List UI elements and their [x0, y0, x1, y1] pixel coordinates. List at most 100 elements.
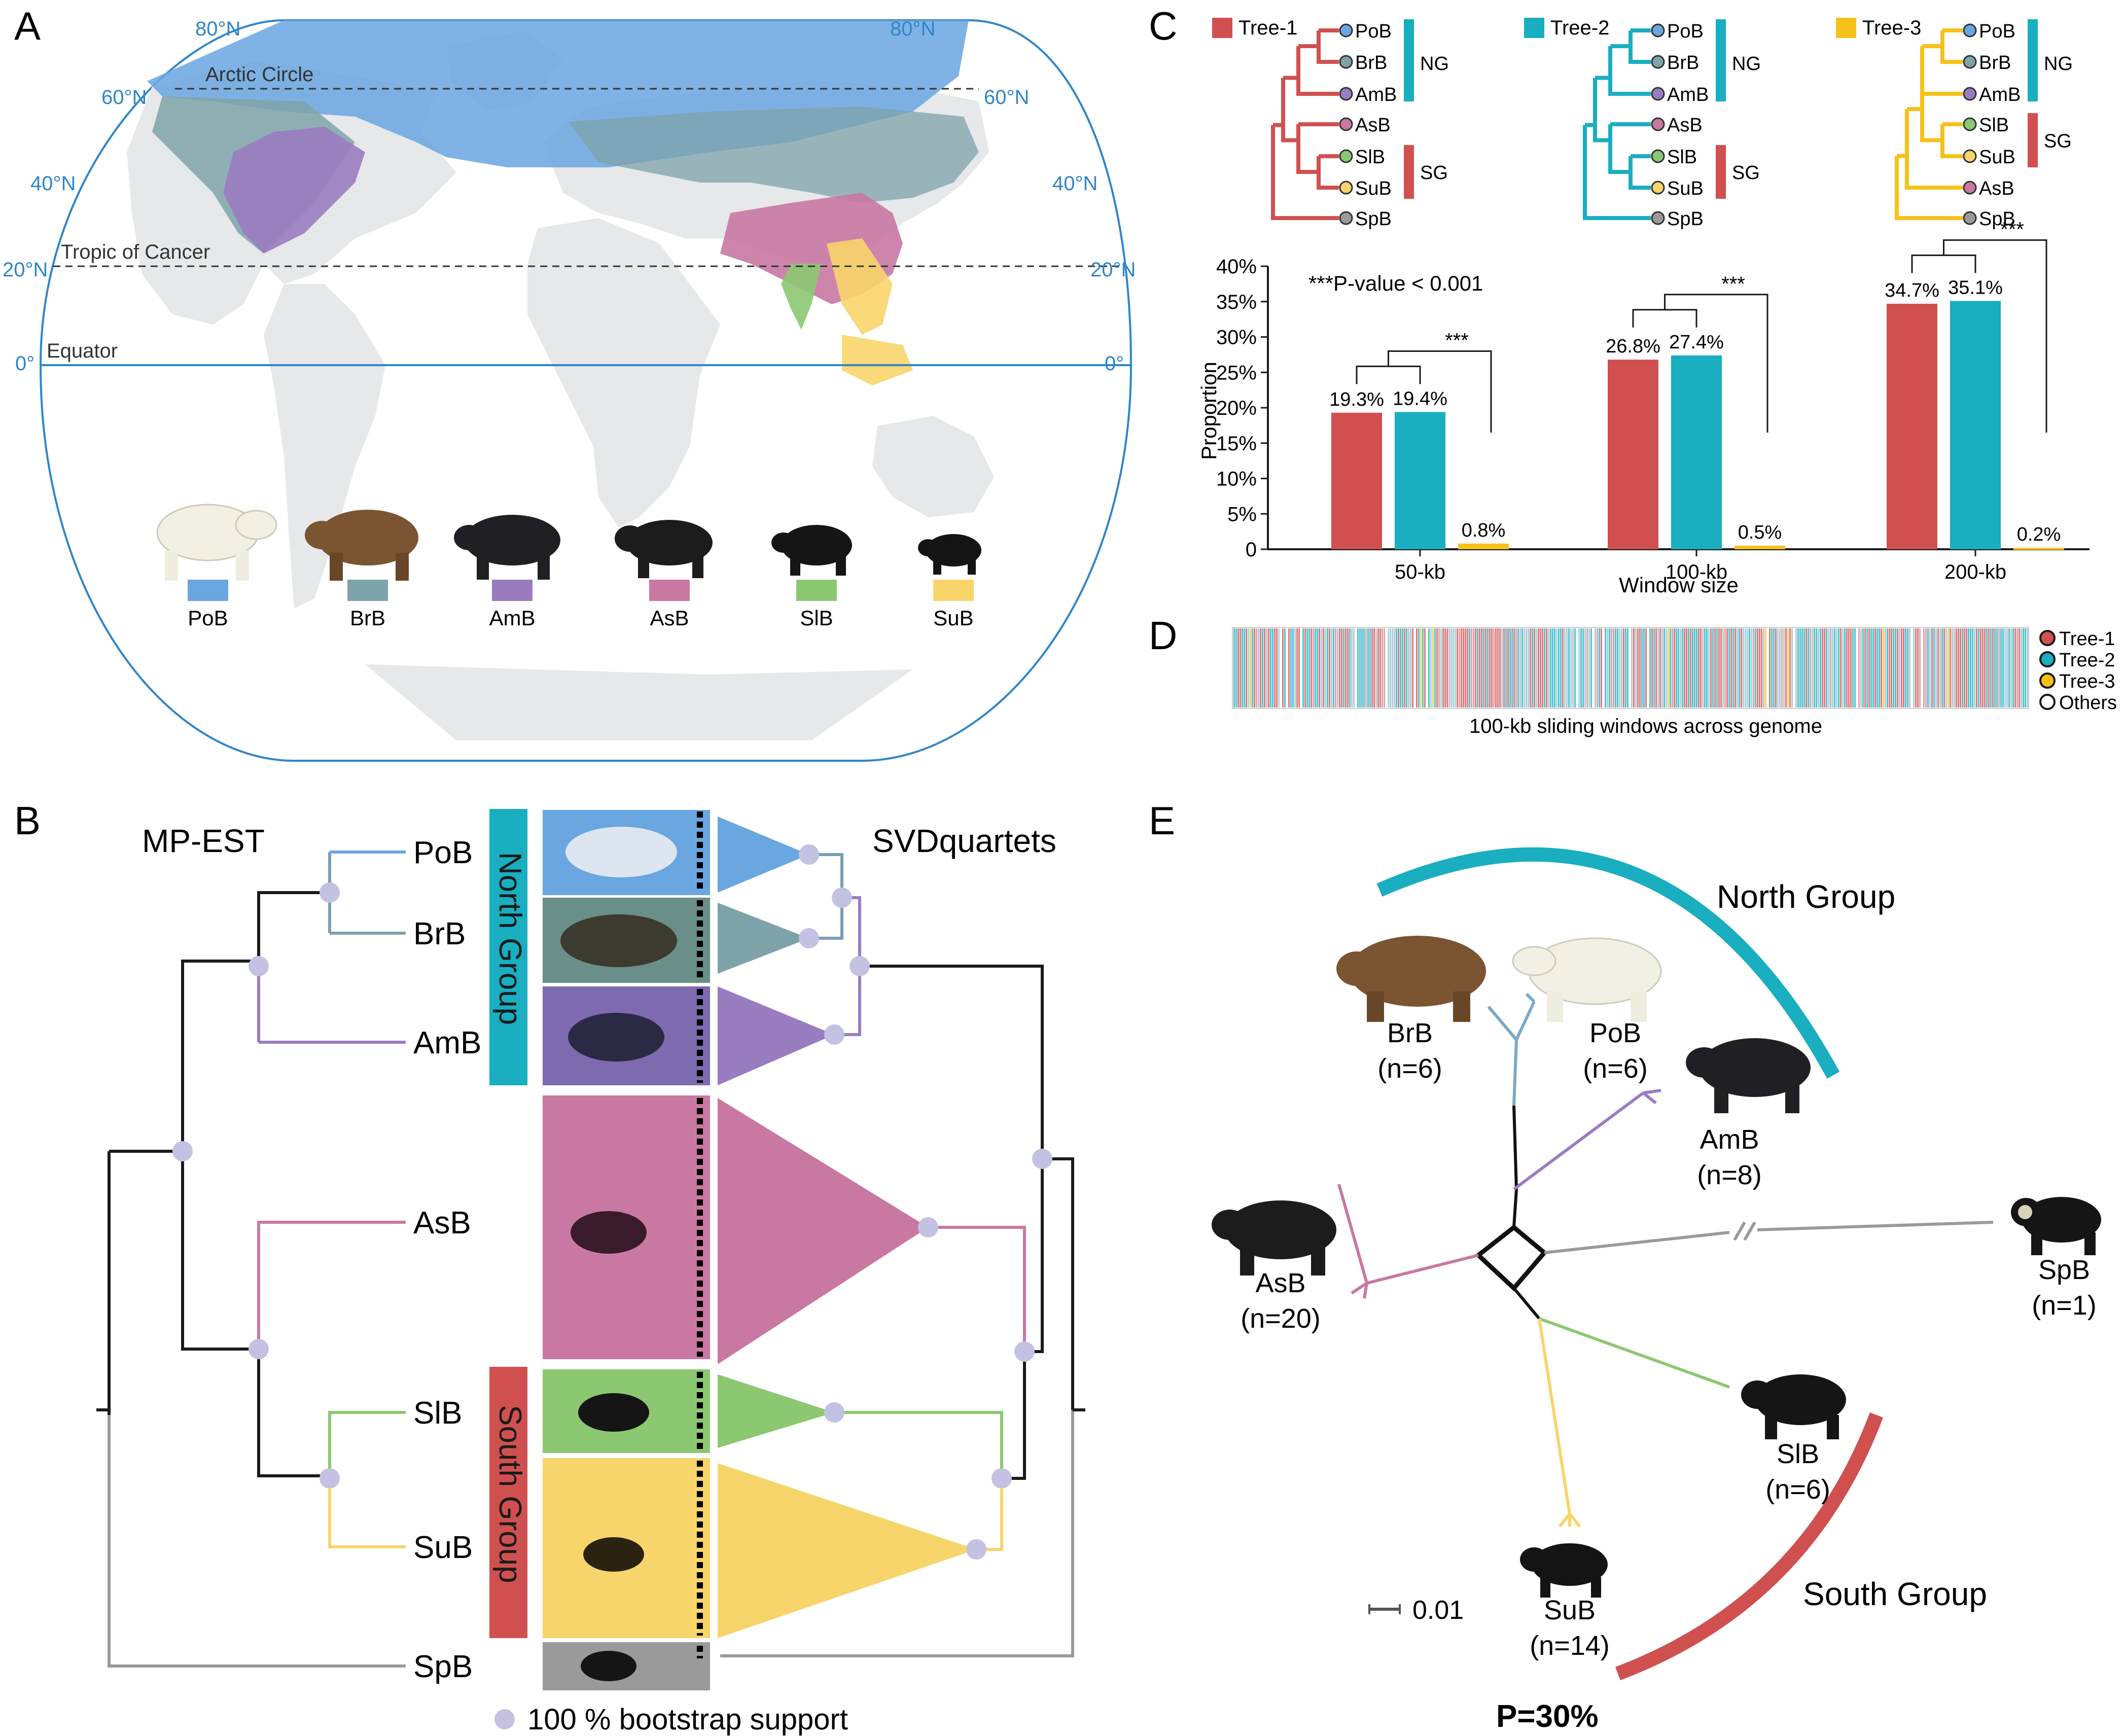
panel-b-letter: B: [14, 798, 41, 843]
lat-60n-left: 60°N: [101, 86, 147, 109]
genome-window: [1282, 628, 1284, 707]
svdquartets-title: SVDquartets: [872, 823, 1056, 859]
genome-window: [1617, 628, 1618, 707]
genome-window: [1704, 628, 1706, 707]
genome-window: [1335, 628, 1336, 707]
bear-icon-pob-e: [1512, 937, 1662, 1022]
panel-c-letter: C: [1149, 4, 1177, 48]
genome-window: [1568, 628, 1570, 707]
genome-window: [1250, 628, 1251, 707]
genome-window: [2006, 628, 2008, 707]
genome-window: [1463, 628, 1464, 707]
genome-window: [1893, 628, 1894, 707]
genome-window: [1560, 628, 1562, 707]
genome-window: [1564, 628, 1566, 707]
genome-window: [1672, 628, 1673, 707]
legend-swatch-slb: [796, 580, 837, 601]
genome-window: [1925, 628, 1927, 707]
genome-window: [1286, 628, 1288, 707]
genome-window: [1272, 628, 1273, 707]
p-value-label: P=30%: [1496, 1699, 1599, 1734]
taxon-label-asb: AsB: [413, 1206, 471, 1241]
ng-label: NG: [1732, 53, 1761, 75]
genome-window: [1887, 628, 1888, 707]
genome-window: [1737, 628, 1738, 707]
genome-window: [1294, 628, 1296, 707]
mp-est-title: MP-EST: [142, 823, 265, 859]
tip-dot-slb: [1339, 149, 1353, 163]
panel-d: D 100-kb sliding windows across genome T…: [1149, 613, 2117, 737]
genome-window: [1298, 628, 1300, 707]
genome-window: [1588, 628, 1590, 707]
genome-window: [1461, 628, 1462, 707]
genome-window: [1260, 628, 1261, 707]
genome-window: [1262, 628, 1263, 707]
genome-window: [1422, 628, 1424, 707]
tip-dot-spb: [1651, 211, 1665, 225]
genome-window: [1590, 628, 1592, 707]
genome-window: [1720, 628, 1722, 707]
sg-bar: [1404, 145, 1414, 199]
genome-window: [1728, 628, 1730, 707]
north-group-label: North Group: [492, 852, 527, 1025]
y-tick-label: 20%: [1216, 397, 1257, 419]
genome-window: [1453, 628, 1454, 707]
genome-window: [1722, 628, 1724, 707]
bootstrap-legend-dot: [494, 1709, 515, 1729]
tip-dot-sub: [1651, 181, 1665, 195]
significance-bracket-outer: [1664, 294, 1768, 433]
genome-window: [1471, 628, 1472, 707]
genome-window: [1497, 628, 1499, 707]
genome-window: [1619, 628, 1620, 707]
genome-window: [1256, 628, 1257, 707]
genome-window: [1674, 628, 1675, 707]
genome-window: [1284, 628, 1286, 707]
tip-dot-asb: [1963, 181, 1977, 195]
significance-bracket-inner: [1911, 254, 1976, 273]
genome-window: [1789, 628, 1791, 707]
genome-window: [1491, 628, 1493, 707]
genome-window: [1822, 628, 1823, 707]
genome-window: [1739, 628, 1740, 707]
genome-window: [1696, 628, 1697, 707]
range-sub: [827, 238, 913, 385]
genome-window: [1775, 628, 1777, 707]
topology-name: Tree-2: [1550, 17, 1609, 39]
genome-window: [2002, 628, 2004, 707]
genome-window: [1743, 628, 1744, 707]
genome-window: [1633, 628, 1635, 707]
bar-tree-3-100-kb: [1734, 546, 1785, 549]
legend-label-pob: PoB: [188, 606, 228, 630]
genome-window: [1935, 628, 1937, 707]
genome-window: [1777, 628, 1779, 707]
y-tick-label: 40%: [1216, 256, 1257, 278]
genome-window: [1647, 628, 1649, 707]
significance-bracket-inner: [1356, 365, 1421, 384]
genome-window: [1404, 628, 1405, 707]
genome-window: [1548, 628, 1549, 707]
e-n-amb: (n=8): [1697, 1160, 1762, 1190]
genome-window: [1359, 628, 1361, 707]
genome-window: [1546, 628, 1547, 707]
genome-window: [2021, 628, 2022, 707]
panel-a: A Arctic Circle Tropic of Cancer Equator: [3, 4, 1136, 762]
genome-window: [1605, 628, 1606, 707]
genome-window: [1442, 628, 1444, 707]
genome-window: [1292, 628, 1294, 707]
genome-window: [2023, 628, 2024, 707]
genome-window: [1274, 628, 1276, 707]
legend-text-tree-3: Tree-3: [2059, 671, 2115, 692]
north-group-arc: [1376, 847, 1840, 1079]
genome-window: [1657, 628, 1659, 707]
e-label-spb: SpB: [2038, 1255, 2090, 1285]
genome-window: [1976, 628, 1977, 707]
genome-window: [1507, 628, 1509, 707]
genome-window: [1747, 628, 1748, 707]
genome-window: [1757, 628, 1758, 707]
genome-window: [1668, 628, 1669, 707]
lat-40n-left: 40°N: [30, 172, 76, 195]
panel-c: C Tree-1 PoB BrB AmB AsB SlB SuB SpB NG SG Tree-2 P…: [1149, 4, 2090, 597]
genome-window: [1832, 628, 1833, 707]
bar-value-label: 0.2%: [2017, 524, 2061, 545]
bar-value-label: 26.8%: [1606, 336, 1660, 357]
